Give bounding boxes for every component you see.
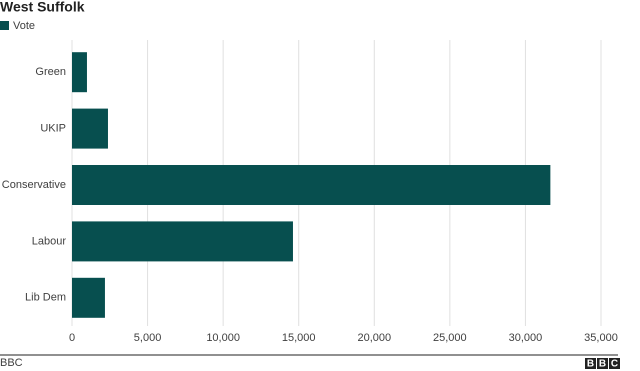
y-tick-label: Lib Dem: [25, 292, 66, 304]
logo-letter: B: [599, 359, 606, 370]
x-tick-label: 35,000: [584, 332, 618, 344]
bar: [72, 165, 551, 205]
y-tick-label: Green: [35, 66, 66, 78]
y-tick-label: UKIP: [40, 123, 66, 135]
x-tick-label: 30,000: [509, 332, 543, 344]
logo-letter: B: [587, 359, 594, 370]
bar: [72, 108, 108, 149]
y-tick-label: Labour: [32, 235, 67, 247]
x-tick-label: 25,000: [433, 332, 467, 344]
x-tick-label: 10,000: [206, 332, 240, 344]
legend-label: Vote: [13, 20, 35, 32]
logo-box: [597, 358, 608, 369]
bar: [72, 221, 293, 262]
x-tick-label: 20,000: [357, 332, 391, 344]
logo-box: [585, 358, 596, 369]
logo-letter: C: [611, 359, 618, 370]
bar: [72, 52, 87, 93]
y-tick-label: Conservative: [2, 179, 66, 191]
x-tick-label: 5,000: [134, 332, 162, 344]
chart-title: West Suffolk: [0, 0, 85, 15]
source: BBC: [0, 357, 23, 369]
x-tick-label: 0: [69, 332, 75, 344]
logo-box: [609, 358, 620, 369]
x-tick-label: 15,000: [282, 332, 316, 344]
bar: [72, 277, 105, 318]
legend-swatch: [0, 21, 9, 30]
